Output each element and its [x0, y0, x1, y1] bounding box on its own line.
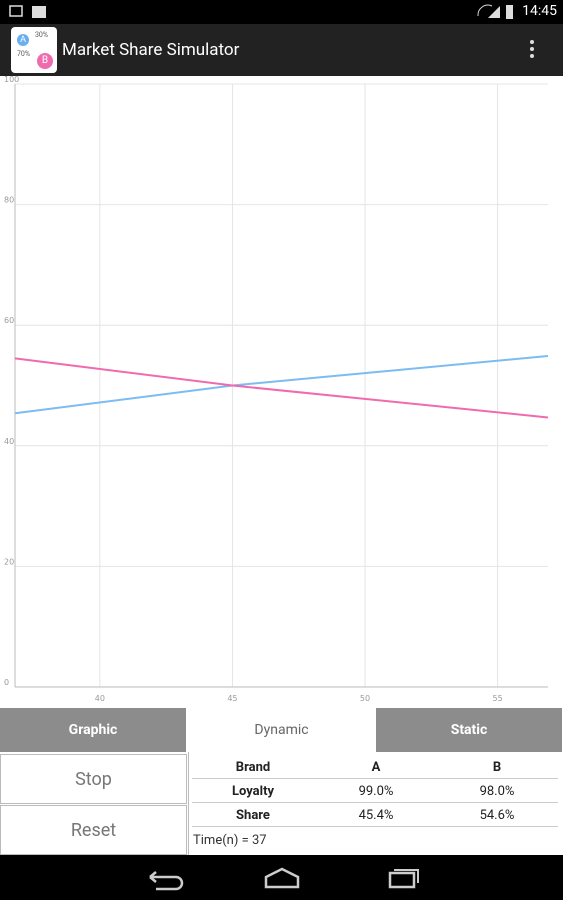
row-label: Loyalty: [231, 784, 275, 799]
reset-button[interactable]: Reset: [0, 805, 187, 855]
icon-a: A: [17, 34, 29, 46]
header-cell: B: [492, 760, 502, 775]
x-tick-label: 45: [227, 694, 237, 703]
header-cell: A: [371, 760, 381, 775]
series-line: [14, 354, 549, 415]
cell: 54.6%: [479, 808, 515, 823]
app-bar: A 30% 70% B Market Share Simulator: [0, 24, 563, 76]
tab[interactable]: Static: [376, 708, 563, 752]
cell: 45.4%: [358, 808, 394, 823]
row-divider: [192, 826, 558, 827]
clock: 14:45: [522, 3, 557, 19]
tab[interactable]: Dynamic: [188, 708, 375, 752]
row-label: Share: [236, 808, 270, 823]
tab[interactable]: Graphic: [0, 708, 187, 752]
icon-value-a: 30%: [35, 31, 48, 39]
cell: 99.0%: [358, 784, 394, 799]
header-cell: Brand: [235, 760, 271, 775]
stop-button[interactable]: Stop: [0, 754, 187, 804]
chart: 0 20 40 60 80 100 40 45 50 55: [4, 76, 549, 703]
cell: 98.0%: [479, 784, 515, 799]
y-tick-label: 100: [4, 76, 19, 84]
time-label: Time(n) = 37: [193, 833, 267, 848]
divider: [188, 752, 189, 855]
x-tick-label: 55: [493, 694, 503, 703]
status-bar: 14:45: [0, 0, 563, 24]
x-tick-label: 50: [360, 694, 370, 703]
app-icon: A 30% 70% B: [11, 27, 57, 73]
status-icons: [9, 4, 513, 19]
series-line: [14, 357, 549, 419]
y-tick-label: 20: [4, 557, 14, 566]
recents-button[interactable]: [388, 869, 419, 889]
y-tick-label: 80: [4, 196, 14, 205]
row-divider: [192, 802, 558, 803]
row-divider: [192, 778, 558, 779]
home-button[interactable]: [264, 867, 300, 889]
icon-value-b: 70%: [17, 50, 30, 58]
nav-bar: [0, 855, 563, 900]
icon-b: B: [37, 53, 53, 69]
nav-icons: [149, 867, 419, 891]
app-title: Market Share Simulator: [62, 40, 240, 60]
overflow-menu[interactable]: [526, 38, 538, 62]
x-tick-label: 40: [95, 694, 105, 703]
back-button[interactable]: [149, 871, 184, 891]
y-tick-label: 40: [4, 437, 14, 446]
y-tick-label: 60: [4, 316, 14, 325]
y-tick-label: 0: [4, 678, 9, 687]
